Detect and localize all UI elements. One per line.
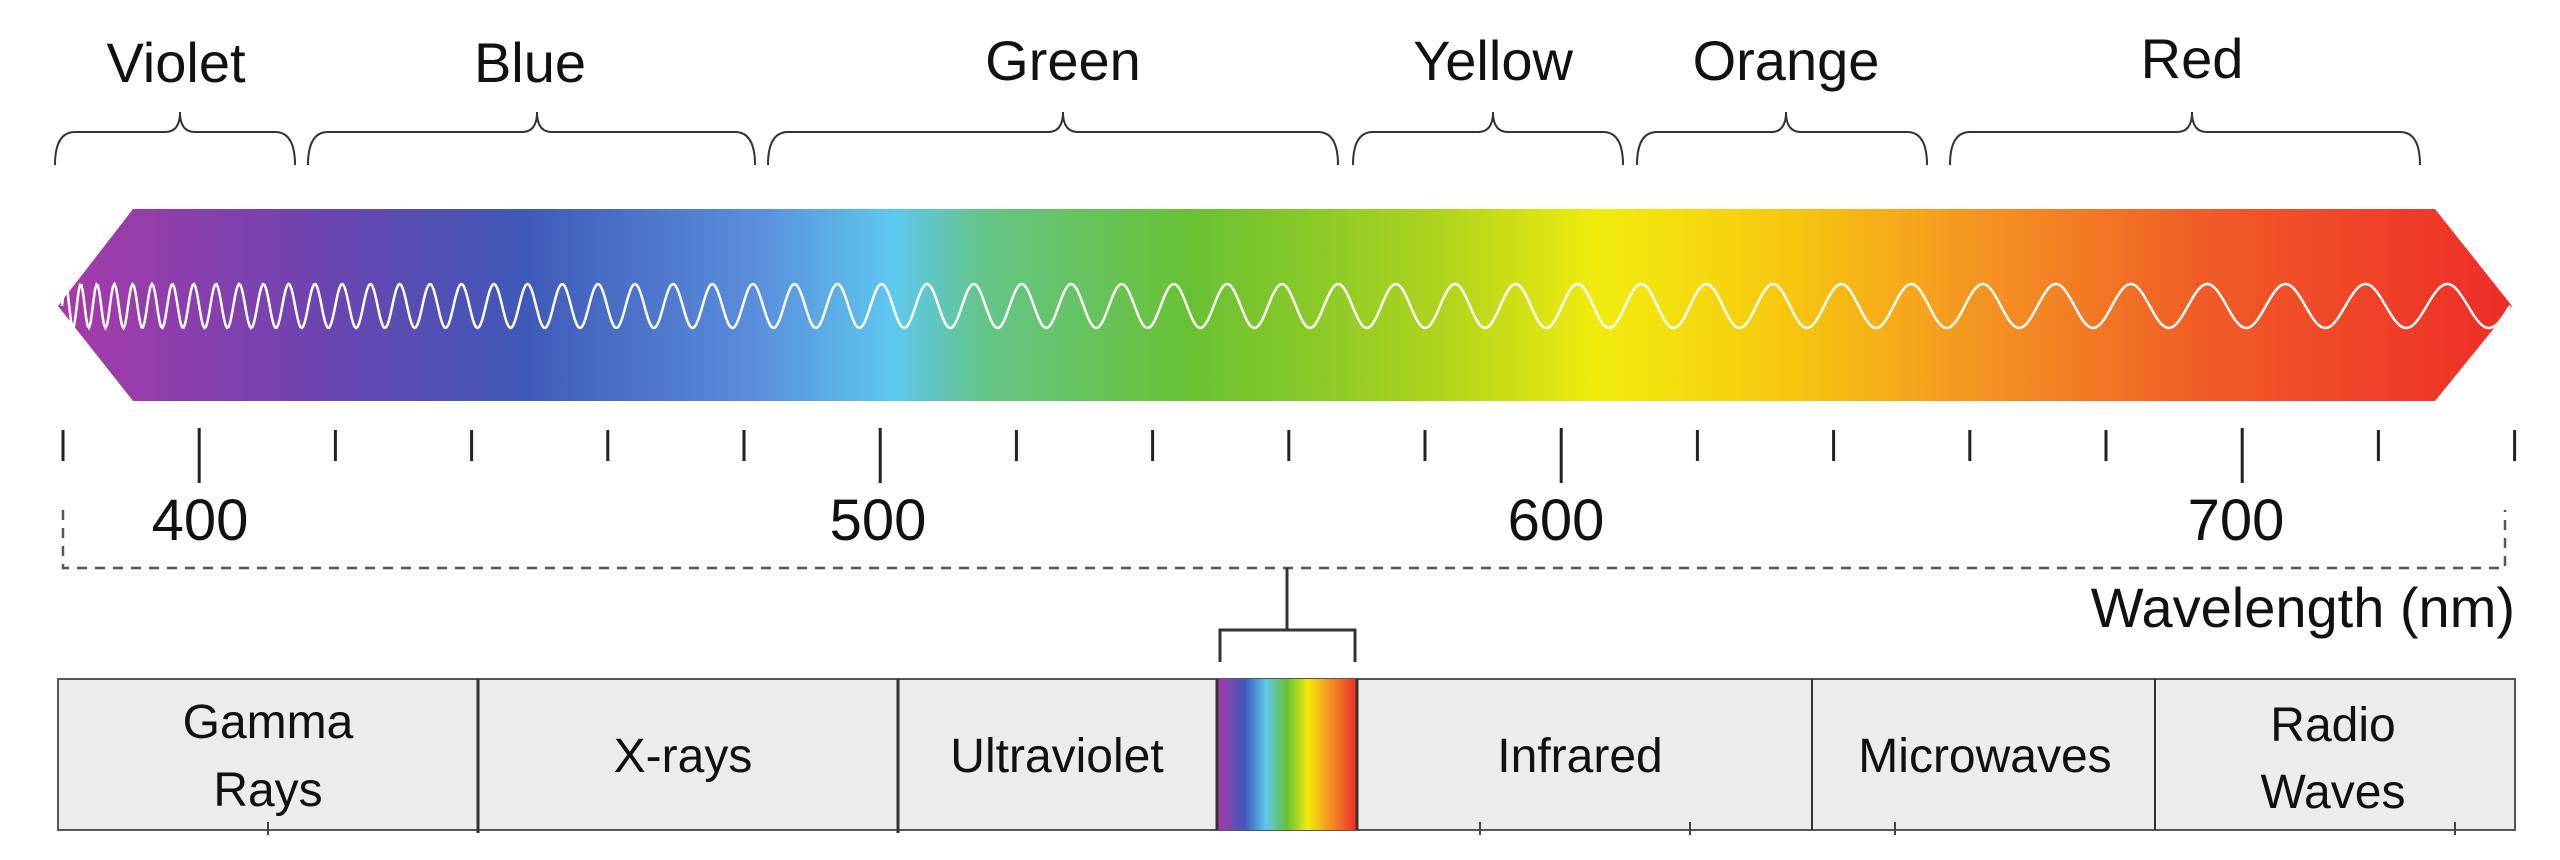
em-label-xrays: X-rays bbox=[614, 730, 753, 783]
axis-tick-labels: 400 500 600 700 bbox=[152, 488, 2285, 553]
color-band-braces bbox=[54, 111, 2421, 166]
brace-violet bbox=[54, 111, 296, 166]
axis-title: Wavelength (nm) bbox=[2091, 576, 2515, 639]
em-dividers bbox=[476, 679, 2156, 833]
wavelength-wave bbox=[60, 281, 2512, 331]
band-label-violet: Violet bbox=[106, 31, 246, 94]
em-label-radio-line2: Waves bbox=[2261, 766, 2406, 819]
visible-light-segment bbox=[1217, 679, 1357, 830]
band-label-green: Green bbox=[985, 29, 1141, 92]
band-label-orange: Orange bbox=[1693, 29, 1880, 92]
tick-label-500: 500 bbox=[830, 488, 927, 553]
brace-orange bbox=[1636, 111, 1928, 166]
axis-ticks bbox=[61, 428, 2517, 483]
em-label-radio-line1: Radio bbox=[2270, 699, 2395, 752]
band-label-blue: Blue bbox=[474, 31, 586, 94]
band-label-red: Red bbox=[2141, 27, 2244, 90]
connector-bracket bbox=[1218, 568, 1357, 662]
tick-label-700: 700 bbox=[2188, 488, 2285, 553]
em-spectrum-panel: Gamma Rays X-rays Ultraviolet Infrared M… bbox=[57, 678, 2516, 835]
em-label-ultraviolet: Ultraviolet bbox=[950, 730, 1163, 783]
brace-yellow bbox=[1352, 111, 1624, 166]
brace-red bbox=[1949, 111, 2421, 166]
em-label-infrared: Infrared bbox=[1497, 730, 1662, 783]
em-label-gamma-line2: Rays bbox=[213, 764, 322, 817]
visible-spectrum-bar bbox=[58, 209, 2512, 401]
tick-label-400: 400 bbox=[152, 488, 249, 553]
color-band-labels: Violet Blue Green Yellow Orange Red bbox=[106, 27, 2243, 94]
band-label-yellow: Yellow bbox=[1413, 29, 1573, 92]
em-minor-ticks bbox=[267, 822, 2456, 835]
em-label-gamma-line1: Gamma bbox=[183, 696, 354, 749]
dashed-range-bracket bbox=[61, 510, 2507, 570]
tick-label-600: 600 bbox=[1508, 488, 1605, 553]
brace-green bbox=[767, 111, 1339, 166]
em-label-microwaves: Microwaves bbox=[1858, 730, 2111, 783]
brace-blue bbox=[307, 111, 756, 166]
